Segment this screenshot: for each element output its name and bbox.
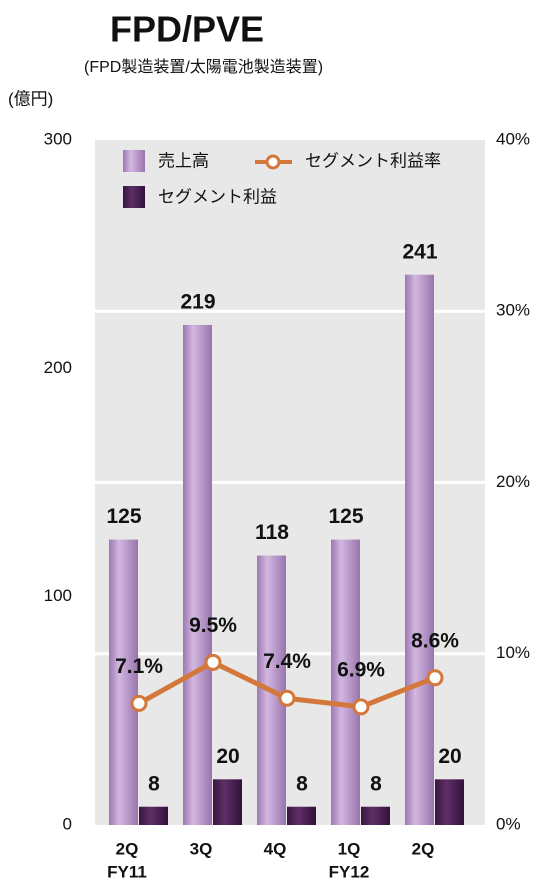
x-tick-label: 4Q (264, 839, 287, 858)
x-tick-label: 2Q (116, 839, 139, 858)
bar (213, 779, 242, 825)
line-marker (278, 689, 296, 707)
legend-label: セグメント利益 (158, 187, 277, 206)
data-label: 118 (255, 521, 289, 544)
data-label: 241 (402, 240, 437, 263)
data-label: 7.1% (115, 655, 163, 678)
data-label: 6.9% (337, 658, 385, 681)
x-tick-label: 3Q (190, 839, 213, 858)
bar (361, 806, 390, 825)
legend-swatch (123, 186, 145, 208)
bar (331, 539, 360, 825)
line-marker (352, 698, 370, 716)
data-label: 8.6% (411, 629, 459, 652)
data-label: 8 (370, 772, 382, 795)
y2-tick-label: 10% (496, 643, 530, 662)
data-label: 20 (216, 745, 239, 768)
x-tick-label: 2Q (412, 839, 435, 858)
x-tick-sublabel: FY11 (107, 862, 147, 881)
data-label: 8 (296, 772, 308, 795)
line-marker (204, 653, 222, 671)
y2-tick-label: 20% (496, 472, 530, 491)
data-label: 7.4% (263, 650, 311, 673)
y-tick-label: 200 (44, 358, 72, 377)
chart-title: FPD/PVE (110, 9, 264, 50)
y-tick-label: 100 (44, 586, 72, 605)
y-tick-label: 0 (63, 814, 72, 833)
data-label: 20 (438, 745, 461, 768)
y2-tick-label: 40% (496, 129, 530, 148)
x-tick-sublabel: FY12 (329, 862, 370, 881)
bar (139, 806, 168, 825)
bar (405, 274, 434, 825)
legend-marker (265, 154, 281, 170)
legend-label: セグメント利益率 (305, 151, 441, 170)
y2-tick-label: 30% (496, 301, 530, 320)
chart-subtitle: (FPD製造装置/太陽電池製造装置) (84, 58, 323, 76)
bar (287, 806, 316, 825)
bar (183, 324, 212, 825)
legend-label: 売上高 (158, 151, 209, 170)
data-label: 219 (180, 290, 215, 313)
legend-swatch (123, 150, 145, 172)
bar (435, 779, 464, 825)
y2-tick-label: 0% (496, 814, 521, 833)
data-label: 8 (148, 772, 160, 795)
y-axis-label: (億円) (8, 89, 53, 108)
data-label: 125 (106, 505, 141, 528)
line-marker (130, 694, 148, 712)
x-tick-label: 1Q (338, 839, 361, 858)
data-label: 9.5% (189, 614, 237, 637)
line-marker (426, 669, 444, 687)
bar (109, 539, 138, 825)
data-label: 125 (328, 505, 363, 528)
y-tick-label: 300 (44, 129, 72, 148)
